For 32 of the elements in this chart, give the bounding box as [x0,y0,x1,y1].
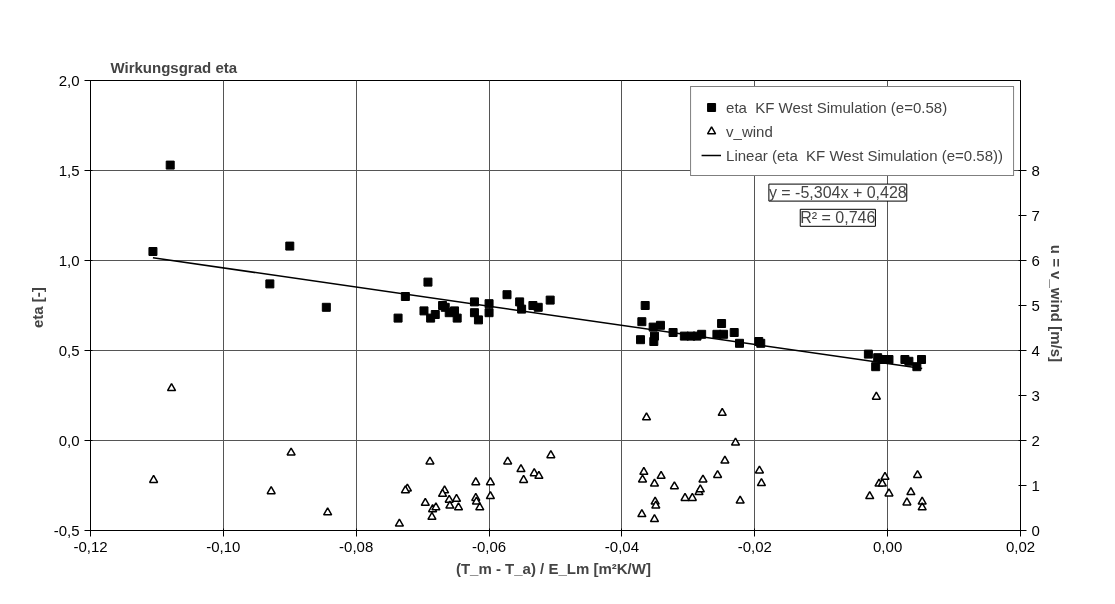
legend-label: Linear (eta KF West Simulation (e=0.58)) [726,146,1003,164]
legend-label: eta KF West Simulation (e=0.58) [726,98,948,116]
x-tick-label: -0,12 [73,537,108,555]
y2-axis-title: u = v_wind [m/s] [1047,244,1065,362]
x-tick-label: -0,02 [737,537,772,555]
x-tick-label: 0,00 [873,537,903,555]
y-tick-label: 1,0 [58,251,80,269]
legend-label: v_wind [726,122,773,140]
x-tick-label: 0,02 [1005,537,1036,555]
y-tick-label: 2,0 [58,71,80,89]
y2-tick-label: 6 [1031,251,1040,269]
y2-tick-label: 7 [1031,206,1040,224]
y-tick-label: 0,5 [58,341,80,359]
y2-tick-label: 3 [1031,386,1040,404]
annotation: y = -5,304x + 0,428 [768,184,907,202]
y-tick-label: 0,0 [58,431,80,449]
annotation: R² = 0,746 [800,209,876,227]
x-tick-label: -0,06 [471,537,507,555]
y2-tick-label: 2 [1031,431,1040,449]
y-axis-title: eta [-] [28,287,46,328]
x-tick-label: -0,10 [206,537,241,555]
chart-title: Wirkungsgrad eta [110,58,238,76]
y2-tick-label: 4 [1031,341,1040,359]
x-tick-label: -0,08 [339,537,374,555]
y2-tick-label: 1 [1031,476,1040,494]
y2-tick-label: 8 [1031,161,1040,179]
x-axis-title: (T_m - T_a) / E_Lm [m²K/W] [455,559,651,577]
y2-tick-label: 5 [1031,296,1040,314]
y-tick-label: 1,5 [58,161,80,179]
y2-tick-label: 0 [1031,521,1040,539]
y-tick-label: -0,5 [53,521,80,539]
x-tick-label: -0,04 [604,537,640,555]
